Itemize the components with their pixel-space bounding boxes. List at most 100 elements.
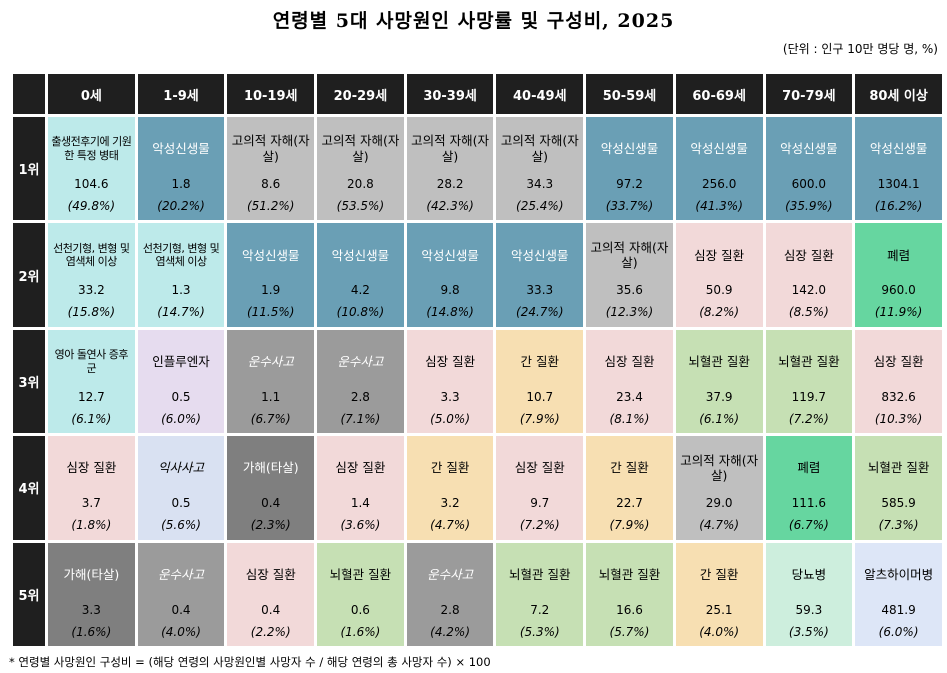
- cause-name: 심장 질환: [425, 353, 476, 369]
- share-percent: (1.6%): [71, 624, 112, 639]
- cause-name: 악성신생물: [869, 141, 928, 157]
- share-percent: (6.7%): [788, 518, 829, 533]
- death-rate: 9.7: [530, 496, 550, 511]
- share-percent: (15.8%): [67, 305, 116, 320]
- death-rate: 25.1: [705, 602, 733, 617]
- cause-cell: 간 질환 3.2 (4.7%): [406, 436, 494, 540]
- cause-cell: 뇌혈관 질환 119.7 (7.2%): [765, 329, 853, 434]
- death-rate: 0.5: [171, 496, 191, 511]
- share-percent: (8.2%): [699, 305, 740, 320]
- share-percent: (20.2%): [157, 199, 205, 213]
- death-rate: 50.9: [705, 283, 733, 298]
- cause-name: 심장 질환: [694, 247, 745, 263]
- cause-name: 영아 돌연사 증후군: [54, 348, 129, 375]
- share-percent: (51.2%): [246, 199, 295, 213]
- death-rate: 2.8: [440, 602, 460, 617]
- cause-cell: 간 질환 10.7 (7.9%): [496, 329, 584, 434]
- death-rate: 0.4: [171, 602, 191, 617]
- cause-name: 악성신생물: [241, 247, 300, 263]
- death-rate: 1.3: [171, 283, 191, 298]
- cause-cell: 운수사고 2.8 (7.1%): [317, 329, 404, 434]
- death-rate: 3.7: [81, 496, 101, 511]
- death-rate: 37.9: [705, 389, 733, 404]
- share-percent: (7.2%): [788, 411, 829, 426]
- cause-cell: 심장 질환 142.0 (8.5%): [765, 223, 853, 327]
- share-percent: (14.7%): [157, 305, 205, 320]
- cause-cell: 인플루엔자 0.5 (6.0%): [137, 329, 225, 434]
- cause-name: 심장 질환: [604, 353, 655, 369]
- cause-name: 고의적 자해(자살): [411, 133, 490, 164]
- cause-name: 뇌혈관 질환: [509, 566, 571, 582]
- cause-name: 폐렴: [887, 247, 911, 263]
- cause-cell: 뇌혈관 질환 585.9 (7.3%): [855, 436, 942, 540]
- cause-name: 고의적 자해(자살): [231, 133, 310, 164]
- cause-cell: 뇌혈관 질환 16.6 (5.7%): [586, 542, 673, 646]
- cause-cell: 심장 질환 3.7 (1.8%): [48, 436, 135, 540]
- share-percent: (1.6%): [340, 624, 381, 639]
- share-percent: (24.7%): [516, 305, 564, 320]
- share-percent: (6.7%): [250, 411, 291, 426]
- cause-name: 가해(타살): [242, 460, 299, 476]
- table-row: 5위 가해(타살) 3.3 (1.6%) 운수사고 0.4 (4.0%) 심장 질환 0.4 (2…: [13, 542, 942, 646]
- cause-cell: 뇌혈관 질환 0.6 (1.6%): [317, 542, 404, 646]
- col-header: 70-79세: [765, 74, 853, 114]
- cause-name: 악성신생물: [152, 141, 210, 157]
- share-percent: (11.5%): [246, 305, 295, 320]
- table-row: 1위 출생전후기에 기원한 특정 병태 104.6 (49.8%) 악성신생물 1.8 (2…: [13, 117, 942, 221]
- cause-cell: 심장 질환 23.4 (8.1%): [586, 329, 673, 434]
- death-rate: 59.3: [795, 602, 823, 617]
- cause-name: 운수사고: [427, 566, 474, 582]
- share-percent: (2.3%): [250, 518, 291, 533]
- share-percent: (8.5%): [788, 305, 829, 320]
- death-rate: 832.6: [881, 389, 916, 404]
- death-rate: 22.7: [616, 496, 643, 511]
- footnote: * 연령별 사망원인 구성비 = (해당 연령의 사망원인별 사망자 수 / 해…: [9, 655, 491, 669]
- share-percent: (16.2%): [874, 199, 923, 213]
- death-rate: 28.2: [436, 177, 464, 191]
- mortality-table: 0세 1-9세 10-19세 20-29세 30-39세 40-49세 50-5…: [10, 71, 945, 649]
- death-rate: 1.4: [350, 496, 370, 511]
- cause-cell: 심장 질환 9.7 (7.2%): [496, 436, 584, 540]
- death-rate: 0.5: [171, 389, 191, 404]
- cause-name: 심장 질환: [514, 460, 565, 476]
- cause-cell: 심장 질환 0.4 (2.2%): [227, 542, 315, 646]
- col-header: 20-29세: [317, 74, 404, 114]
- cause-name: 악성신생물: [421, 247, 479, 263]
- cause-name: 뇌혈관 질환: [329, 566, 392, 582]
- death-rate: 104.6: [74, 177, 109, 191]
- cause-name: 운수사고: [158, 566, 205, 582]
- death-rate: 7.2: [530, 602, 550, 617]
- col-header: 10-19세: [227, 74, 315, 114]
- share-percent: (42.3%): [426, 199, 474, 213]
- death-rate: 9.8: [440, 283, 460, 298]
- cause-name: 출생전후기에 기원한 특정 병태: [51, 135, 132, 162]
- death-rate: 1.1: [261, 389, 281, 404]
- share-percent: (5.3%): [519, 624, 560, 639]
- cause-cell: 출생전후기에 기원한 특정 병태 104.6 (49.8%): [48, 117, 135, 221]
- death-rate: 1.8: [171, 177, 191, 191]
- cause-cell: 가해(타살) 0.4 (2.3%): [227, 436, 315, 540]
- share-percent: (41.3%): [695, 199, 743, 213]
- rank-label: 1위: [13, 117, 45, 221]
- cause-cell: 폐렴 111.6 (6.7%): [765, 436, 853, 540]
- cause-name: 간 질환: [520, 353, 560, 369]
- col-header: 50-59세: [586, 74, 673, 114]
- corner-cell: [13, 74, 45, 114]
- share-percent: (4.0%): [699, 624, 740, 639]
- col-header: 40-49세: [496, 74, 584, 114]
- share-percent: (4.7%): [430, 518, 471, 533]
- cause-name: 심장 질환: [66, 460, 117, 476]
- death-rate: 1304.1: [877, 177, 920, 191]
- cause-cell: 악성신생물 4.2 (10.8%): [317, 223, 404, 327]
- table-body: 1위 출생전후기에 기원한 특정 병태 104.6 (49.8%) 악성신생물 1.8 (2…: [13, 117, 942, 646]
- cause-cell: 고의적 자해(자살) 35.6 (12.3%): [586, 223, 673, 327]
- table-row: 2위 선천기형, 변형 및 염색체 이상 33.2 (15.8%) 선천기형, 변형 및…: [13, 223, 942, 327]
- cause-name: 뇌혈관 질환: [598, 566, 661, 582]
- cause-name: 간 질환: [430, 460, 470, 476]
- cause-name: 가해(타살): [63, 566, 120, 582]
- cause-cell: 폐렴 960.0 (11.9%): [855, 223, 942, 327]
- death-rate: 34.3: [526, 177, 554, 191]
- share-percent: (53.5%): [336, 199, 385, 213]
- cause-cell: 운수사고 1.1 (6.7%): [227, 329, 315, 434]
- death-rate: 12.7: [77, 389, 105, 404]
